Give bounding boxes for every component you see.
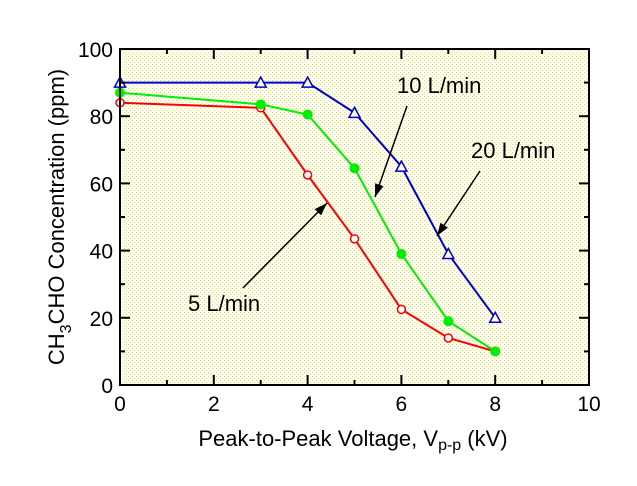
x-axis-title: Peak-to-Peak Voltage, Vp-p (kV) [198,426,507,454]
data-point [347,105,362,119]
y-tick-label: 80 [90,106,113,129]
y-tick-label: 40 [90,241,113,264]
annotation-label: 20 L/min [471,138,555,163]
data-point [490,346,501,357]
x-tick-label: 6 [396,393,408,416]
annotation-arrow-head [437,222,448,236]
data-point [349,234,360,244]
series-20-l-min [113,75,502,324]
annotation-arrow-head [375,183,384,197]
y-tick-label: 0 [101,375,113,398]
annotation-label: 5 L/min [188,291,260,316]
x-tick-label: 10 [577,393,600,416]
annotation-layer: 10 L/min 20 L/min 5 L/min [188,73,555,316]
data-point [300,75,315,88]
y-tick-label: 100 [78,39,113,62]
x-tick-label: 0 [114,393,126,416]
y-axis-title: CH3CHO Concentration (ppm) [44,69,75,365]
data-point [443,333,454,343]
annotation-arrow-shaft [242,202,328,289]
data-point [302,109,313,120]
x-tick-label: 8 [489,393,501,416]
x-tick-label: 2 [208,393,220,416]
data-point [443,316,454,327]
y-tick-label: 60 [90,173,113,196]
data-point [441,246,456,260]
data-point [396,248,407,259]
annotation-arrow-head [314,203,327,216]
series-layer [113,75,502,357]
data-point [396,304,407,315]
data-point [302,170,313,180]
data-point [349,163,360,174]
data-point [255,99,266,110]
data-point [488,310,502,324]
data-point [253,75,268,88]
y-tick-label: 20 [90,308,113,331]
x-tick-label: 4 [302,393,314,416]
annotation-label: 10 L/min [397,73,481,98]
annotation-arrow-shaft [374,105,408,198]
data-point [394,159,409,172]
